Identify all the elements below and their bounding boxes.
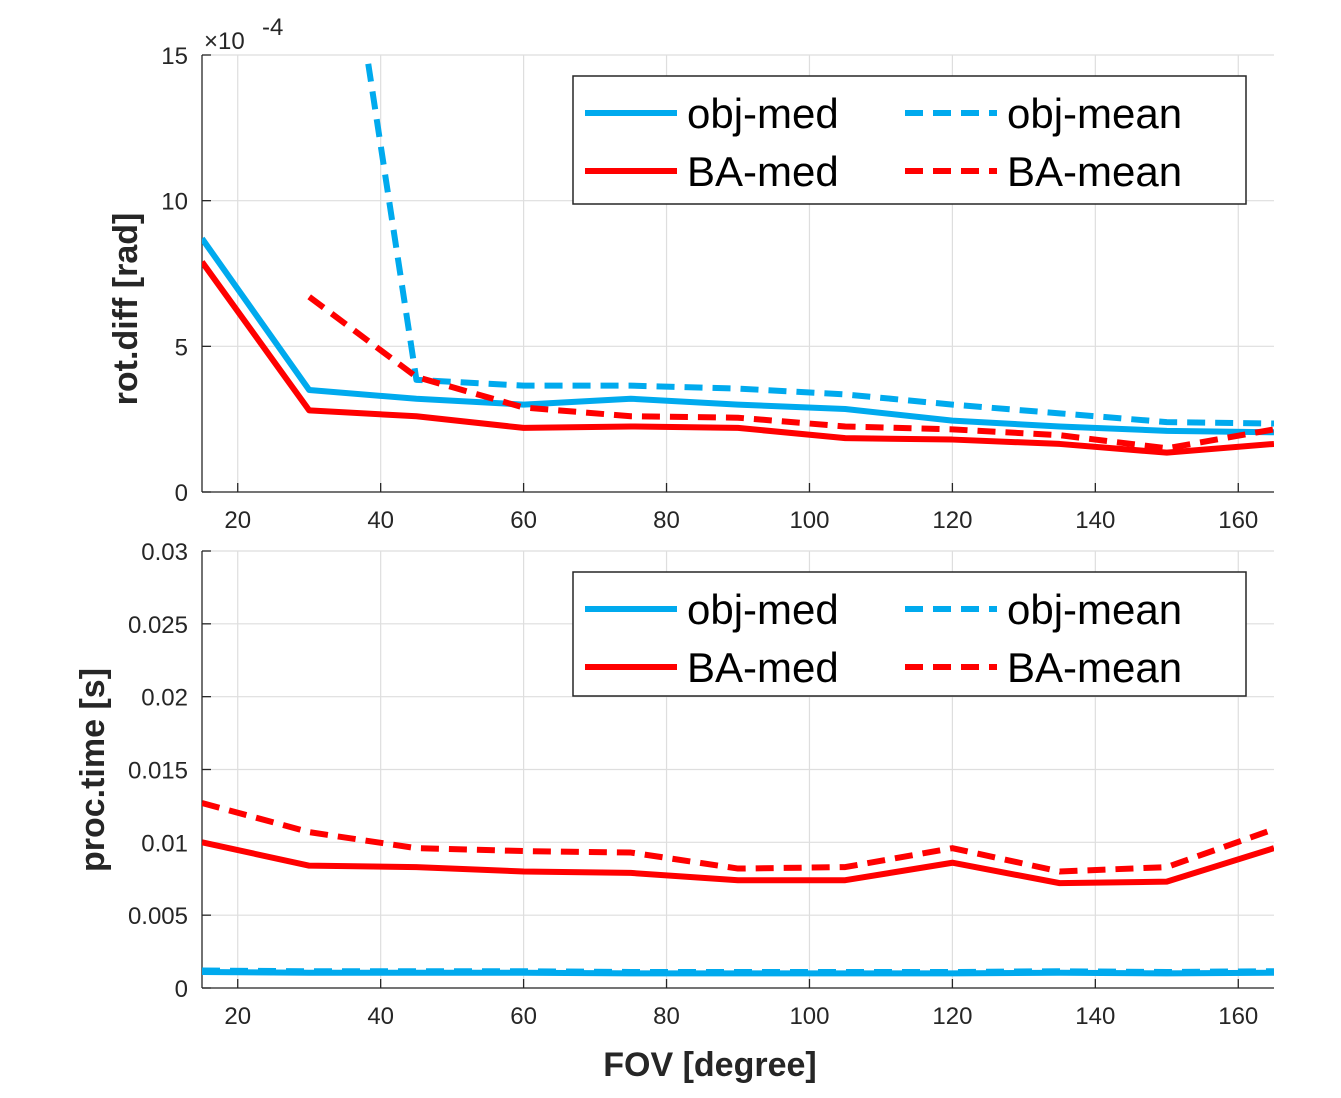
top-y-exponent: -4: [262, 14, 283, 41]
top-chart-panel: rot.diff [rad] ×10 -4 20 40 60 80 100 120 140 1…: [107, 14, 1274, 534]
bottom-x-tick-label: 20: [224, 1003, 251, 1030]
top-x-tick-label: 40: [367, 507, 394, 534]
bottom-y-tick-label: 0.005: [128, 903, 188, 930]
top-y-tick-label: 15: [161, 43, 188, 70]
bottom-x-tick-label: 140: [1075, 1003, 1115, 1030]
top-legend-box: [572, 75, 1247, 205]
top-y-exponent-base: ×10: [204, 28, 245, 55]
bottom-legend: obj-med obj-mean BA-med BA-mean: [572, 571, 1247, 697]
top-x-tick-label: 160: [1218, 507, 1258, 534]
top-series-BA-med: [202, 260, 1274, 456]
bottom-chart-panel: proc.time [s] FOV [degree] 20 40 60 80 100 12…: [74, 539, 1274, 1084]
bottom-legend-label-BA-mean: BA-mean: [1007, 644, 1182, 691]
top-x-tick-label: 100: [789, 507, 829, 534]
bottom-legend-label-obj-med: obj-med: [687, 586, 839, 633]
top-series-BA-mean: [307, 294, 1274, 452]
top-series-group: [202, 55, 1274, 456]
bottom-series-group: [202, 800, 1274, 977]
bottom-y-tick-label: 0.01: [141, 830, 188, 857]
x-axis-label: FOV [degree]: [603, 1046, 816, 1084]
bottom-series-obj-mean: [202, 967, 1274, 975]
top-y-tick-label: 0: [175, 480, 188, 507]
top-x-tick-label: 120: [932, 507, 972, 534]
top-legend-label-BA-med: BA-med: [687, 148, 839, 195]
top-legend: obj-med obj-mean BA-med BA-mean: [572, 75, 1247, 205]
bottom-x-tick-label: 80: [653, 1003, 680, 1030]
top-y-tick-label: 10: [161, 189, 188, 216]
top-x-tick-label: 60: [510, 507, 537, 534]
bottom-x-tick-label: 60: [510, 1003, 537, 1030]
bottom-y-tick-label: 0: [175, 976, 188, 1003]
top-y-axis-label: rot.diff [rad]: [107, 213, 145, 406]
bottom-series-BA-mean: [202, 800, 1274, 875]
bottom-y-tick-label: 0.03: [141, 539, 188, 566]
top-x-tick-label: 20: [224, 507, 251, 534]
bottom-series-BA-med: [202, 839, 1274, 887]
bottom-legend-label-obj-mean: obj-mean: [1007, 586, 1182, 633]
top-legend-label-obj-mean: obj-mean: [1007, 90, 1182, 137]
top-series-obj-med: [202, 236, 1274, 436]
bottom-x-tick-label: 160: [1218, 1003, 1258, 1030]
top-legend-label-BA-mean: BA-mean: [1007, 148, 1182, 195]
top-legend-label-obj-med: obj-med: [687, 90, 839, 137]
bottom-y-tick-label: 0.02: [141, 685, 188, 712]
bottom-legend-box: [572, 571, 1247, 697]
top-y-tick-label: 5: [175, 334, 188, 361]
top-series-obj-mean: [363, 55, 1274, 427]
top-x-tick-label: 80: [653, 507, 680, 534]
bottom-legend-label-BA-med: BA-med: [687, 644, 839, 691]
bottom-x-tick-label: 100: [789, 1003, 829, 1030]
bottom-x-tick-label: 40: [367, 1003, 394, 1030]
bottom-y-tick-label: 0.015: [128, 758, 188, 785]
bottom-y-axis-label: proc.time [s]: [74, 668, 112, 872]
top-x-tick-label: 140: [1075, 507, 1115, 534]
bottom-x-tick-label: 120: [932, 1003, 972, 1030]
bottom-y-tick-label: 0.025: [128, 612, 188, 639]
